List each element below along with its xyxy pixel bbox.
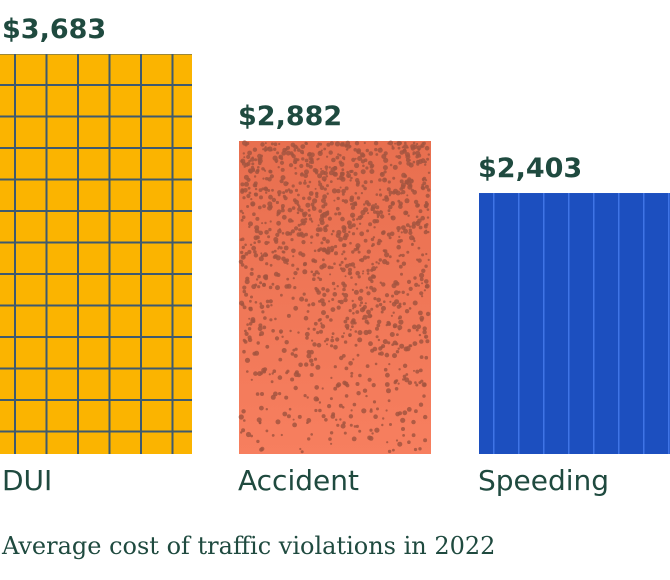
category-label-accident: Accident (238, 464, 359, 497)
value-label-dui: $3,683 (2, 14, 106, 45)
chart-caption: Average cost of traffic violations in 20… (2, 532, 496, 560)
value-label-speeding: $2,403 (478, 153, 582, 184)
category-label-dui: DUI (2, 464, 52, 497)
bars-group (0, 54, 670, 455)
bar-speeding (479, 193, 670, 455)
value-labels-group: $3,683 $2,882 $2,403 (2, 14, 582, 184)
category-labels-group: DUI Accident Speeding (2, 464, 609, 497)
category-label-speeding: Speeding (478, 464, 609, 497)
bar-dui (0, 54, 192, 454)
value-label-accident: $2,882 (238, 101, 342, 132)
bar-accident-texture (238, 140, 431, 454)
